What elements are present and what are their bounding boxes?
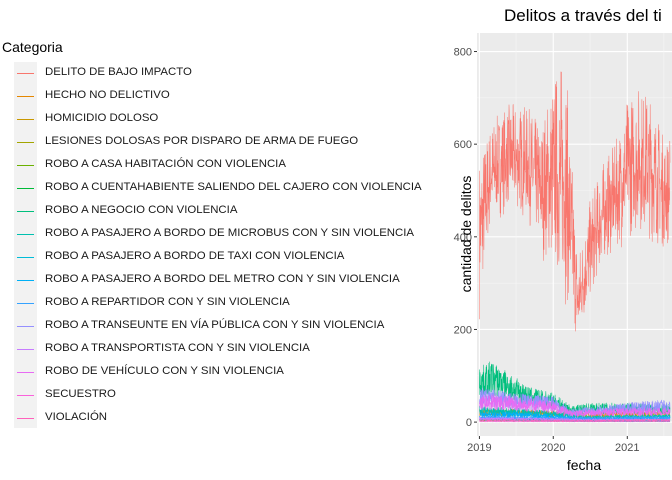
legend-label: HOMICIDIO DOLOSO [45, 112, 159, 124]
legend-key-line [17, 165, 34, 166]
legend-item: ROBO A REPARTIDOR CON Y SIN VIOLENCIA [14, 292, 454, 315]
legend-item: HECHO NO DELICTIVO [14, 85, 454, 108]
plot-panel [477, 33, 672, 436]
legend-item: ROBO A NEGOCIO CON VIOLENCIA [14, 200, 454, 223]
legend-key-line [17, 119, 34, 120]
legend-label: HECHO NO DELICTIVO [45, 89, 170, 101]
legend-key-line [17, 73, 34, 74]
x-axis-title: fecha [567, 457, 601, 473]
legend-key-line [17, 395, 34, 396]
legend-label: ROBO A TRANSEUNTE EN VÍA PÚBLICA CON Y S… [45, 319, 385, 331]
legend-item: ROBO A PASAJERO A BORDO DE TAXI CON VIOL… [14, 246, 454, 269]
legend-key-line [17, 96, 34, 97]
legend-item: DELITO DE BAJO IMPACTO [14, 62, 454, 85]
legend-item: ROBO A CUENTAHABIENTE SALIENDO DEL CAJER… [14, 177, 454, 200]
y-tick-label: 600 [454, 139, 472, 151]
legend-item: ROBO A PASAJERO A BORDO DEL METRO CON Y … [14, 269, 454, 292]
legend-label: ROBO A PASAJERO A BORDO DE TAXI CON VIOL… [45, 250, 345, 262]
legend-label: ROBO A REPARTIDOR CON Y SIN VIOLENCIA [45, 296, 290, 308]
y-tick-label: 800 [454, 47, 472, 59]
series-line [479, 394, 671, 418]
legend-key-line [17, 234, 34, 235]
legend-key-background [14, 62, 37, 428]
legend-label: ROBO A TRANSPORTISTA CON Y SIN VIOLENCIA [45, 342, 310, 354]
legend-key-line [17, 142, 34, 143]
y-axis-title: cantidad de delitos [458, 176, 474, 293]
series-line [479, 71, 671, 332]
legend-item: ROBO DE VEHÍCULO CON Y SIN VIOLENCIA [14, 361, 454, 384]
legend-key-line [17, 349, 34, 350]
legend-key-line [17, 418, 34, 419]
y-tick-label: 200 [454, 324, 472, 336]
legend-label: DELITO DE BAJO IMPACTO [45, 66, 192, 78]
legend-title: Categoria [2, 39, 63, 55]
legend-item: LESIONES DOLOSAS POR DISPARO DE ARMA DE … [14, 131, 454, 154]
legend-label: ROBO A PASAJERO A BORDO DEL METRO CON Y … [45, 273, 400, 285]
x-tick-label: 2020 [541, 442, 565, 454]
series-line [479, 418, 671, 423]
legend-key-line [17, 303, 34, 304]
legend-label: SECUESTRO [45, 388, 116, 400]
legend-item: ROBO A PASAJERO A BORDO DE MICROBUS CON … [14, 223, 454, 246]
legend-label: VIOLACIÓN [45, 411, 108, 423]
legend-key-line [17, 188, 34, 189]
legend-item: ROBO A TRANSPORTISTA CON Y SIN VIOLENCIA [14, 338, 454, 361]
legend-key-line [17, 372, 34, 373]
legend-key-line [17, 257, 34, 258]
y-tick-label: 0 [466, 417, 472, 429]
legend-key-line [17, 280, 34, 281]
legend-label: ROBO A PASAJERO A BORDO DE MICROBUS CON … [45, 227, 415, 239]
legend-item: ROBO A CASA HABITACIÓN CON VIOLENCIA [14, 154, 454, 177]
legend-item: SECUESTRO [14, 384, 454, 407]
legend-label: ROBO A CASA HABITACIÓN CON VIOLENCIA [45, 158, 286, 170]
legend-label: ROBO DE VEHÍCULO CON Y SIN VIOLENCIA [45, 365, 284, 377]
axes: 0 200 400 600 800 2019 2020 2021 [454, 47, 640, 454]
chart-title: Delitos a través del ti [504, 6, 662, 25]
series-layer [479, 71, 671, 423]
legend-key-line [17, 211, 34, 212]
x-tick-label: 2019 [467, 442, 491, 454]
legend-item: HOMICIDIO DOLOSO [14, 108, 454, 131]
y-tick-label: 400 [454, 232, 472, 244]
legend-label: ROBO A CUENTAHABIENTE SALIENDO DEL CAJER… [45, 181, 422, 193]
x-tick-label: 2021 [615, 442, 639, 454]
legend-key-line [17, 326, 34, 327]
legend-label: ROBO A NEGOCIO CON VIOLENCIA [45, 204, 238, 216]
legend-item: ROBO A TRANSEUNTE EN VÍA PÚBLICA CON Y S… [14, 315, 454, 338]
series-line [479, 361, 671, 415]
legend-item: VIOLACIÓN [14, 407, 454, 430]
legend-label: LESIONES DOLOSAS POR DISPARO DE ARMA DE … [45, 135, 359, 147]
